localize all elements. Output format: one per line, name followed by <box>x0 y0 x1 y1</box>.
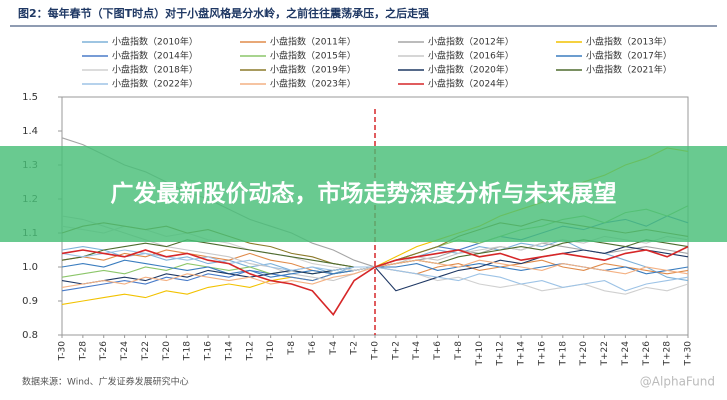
legend-label: 小盘指数（2023年） <box>270 78 356 90</box>
chart-title: 图2：每年春节（下图T时点）对于小盘风格是分水岭，之前往往震荡承压，之后走强 <box>18 6 429 20</box>
legend-label: 小盘指数（2016年） <box>428 50 514 62</box>
x-tick-label: T+6 <box>433 341 443 361</box>
watermark: @AlphaFund <box>640 375 715 389</box>
x-tick-label: T-26 <box>99 341 109 362</box>
x-tick-label: T+20 <box>579 341 589 367</box>
banner-text: 广发最新股价动态，市场走势深度分析与未来展望 <box>110 180 617 207</box>
legend-label: 小盘指数（2010年） <box>112 36 198 48</box>
y-tick-label: 1.5 <box>22 92 38 103</box>
legend-label: 小盘指数（2012年） <box>428 36 514 48</box>
y-tick-label: 0.9 <box>22 296 38 307</box>
x-tick-label: T+18 <box>558 341 568 367</box>
x-tick-label: T-10 <box>266 341 276 362</box>
y-tick-label: 0.8 <box>22 330 38 341</box>
x-tick-label: T-20 <box>162 341 172 362</box>
legend-label: 小盘指数（2011年） <box>270 36 356 48</box>
x-tick-label: T+2 <box>391 341 401 361</box>
x-tick-label: T+4 <box>412 341 422 361</box>
x-tick-label: T-24 <box>120 341 130 362</box>
x-tick-label: T-22 <box>141 341 151 361</box>
x-tick-label: T-30 <box>58 341 68 362</box>
x-tick-label: T-2 <box>350 341 360 356</box>
legend-label: 小盘指数（2019年） <box>270 64 356 76</box>
legend-label: 小盘指数（2015年） <box>270 50 356 62</box>
x-tick-label: T-14 <box>224 341 234 362</box>
x-tick-label: T-28 <box>78 341 88 362</box>
series-line <box>61 245 689 316</box>
x-tick-label: T+22 <box>600 341 610 367</box>
legend-label: 小盘指数（2018年） <box>112 64 198 76</box>
x-tick-label: T+12 <box>496 341 506 367</box>
legend-label: 小盘指数（2013年） <box>586 36 672 48</box>
y-tick-label: 1.4 <box>22 126 38 137</box>
x-tick-label: T-18 <box>183 341 193 362</box>
legend-label: 小盘指数（2014年） <box>112 50 198 62</box>
x-tick-label: T-12 <box>245 341 255 361</box>
legend-label: 小盘指数（2021年） <box>586 64 672 76</box>
legend-label: 小盘指数（2022年） <box>112 78 198 90</box>
x-tick-label: T+16 <box>537 341 547 367</box>
legend-label: 小盘指数（2020年） <box>428 64 514 76</box>
x-tick-label: T+0 <box>371 341 381 361</box>
y-tick-label: 1.0 <box>22 262 38 273</box>
x-tick-label: T+24 <box>621 341 631 367</box>
source-note: 数据来源：Wind、广发证券发展研究中心 <box>22 376 189 388</box>
x-tick-label: T-8 <box>287 341 297 356</box>
legend-label: 小盘指数（2017年） <box>586 50 672 62</box>
x-tick-label: T-16 <box>204 341 214 362</box>
x-tick-label: T+8 <box>454 341 464 361</box>
legend-label: 小盘指数（2024年） <box>428 78 514 90</box>
x-tick-label: T-4 <box>329 341 339 356</box>
x-tick-label: T+14 <box>517 341 527 367</box>
x-tick-label: T-6 <box>308 341 318 356</box>
banner: 广发最新股价动态，市场走势深度分析与未来展望 <box>0 146 727 242</box>
x-tick-label: T+10 <box>475 341 485 367</box>
x-tick-label: T+30 <box>684 341 694 367</box>
x-tick-label: T+26 <box>642 341 652 367</box>
x-tick-label: T+28 <box>663 341 673 367</box>
